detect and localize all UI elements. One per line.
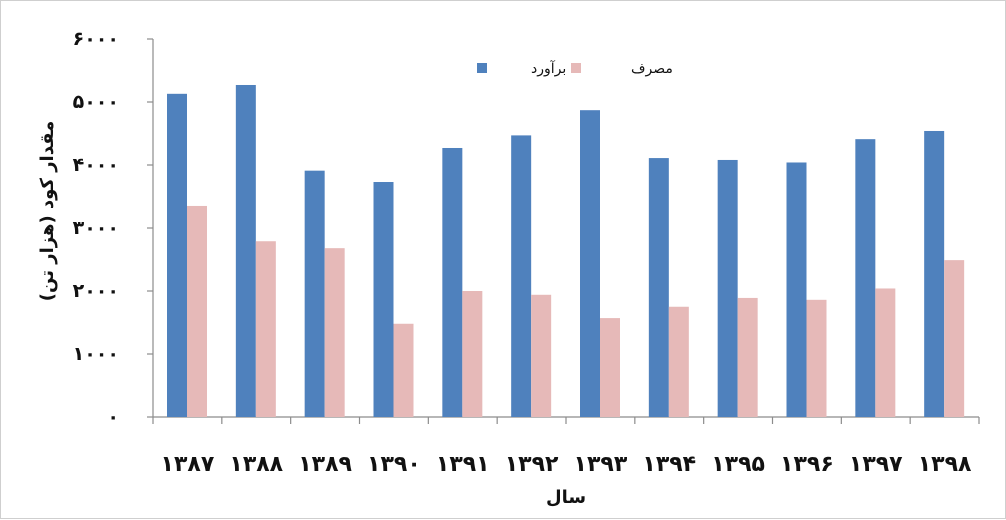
y-tick-label: ۴۰۰۰ bbox=[73, 154, 119, 176]
x-tick-label: ۱۳۹۴ bbox=[642, 452, 696, 477]
bar-consumption bbox=[255, 241, 276, 417]
y-tick-label: ۲۰۰۰ bbox=[73, 280, 119, 302]
legend-swatch-estimate bbox=[477, 63, 487, 73]
y-tick-label: ۰ bbox=[107, 406, 119, 428]
y-axis-title: مقدار کود (هزار تن) bbox=[37, 121, 58, 301]
x-tick-label: ۱۳۹۶ bbox=[780, 452, 834, 477]
bar-consumption bbox=[737, 297, 758, 417]
bar-estimate bbox=[442, 147, 463, 418]
bar-estimate bbox=[786, 162, 807, 417]
bar-consumption bbox=[944, 260, 965, 417]
legend-label-estimate: برآورد bbox=[531, 60, 566, 77]
bar-estimate bbox=[855, 139, 876, 418]
bar-estimate bbox=[167, 93, 187, 417]
x-tick-label: ۱۳۹۱ bbox=[436, 452, 490, 477]
x-axis-title: سال bbox=[546, 487, 586, 508]
bar-consumption bbox=[875, 288, 896, 417]
y-tick-label: ۵۰۰۰ bbox=[73, 91, 119, 113]
x-tick-label: ۱۳۹۸ bbox=[918, 452, 972, 477]
bar-consumption bbox=[393, 323, 414, 417]
x-tick-label: ۱۳۹۲ bbox=[505, 452, 559, 477]
bar-estimate bbox=[511, 135, 532, 417]
bar-estimate bbox=[717, 159, 738, 417]
bar-consumption bbox=[600, 318, 620, 417]
x-tick-label: ۱۳۹۷ bbox=[849, 452, 903, 477]
bar-consumption bbox=[806, 299, 827, 417]
bar-consumption bbox=[531, 294, 552, 417]
y-tick-label: ۳۰۰۰ bbox=[73, 217, 119, 239]
x-tick-label: ۱۳۸۸ bbox=[229, 452, 283, 477]
bar-consumption bbox=[668, 306, 689, 417]
bar-estimate bbox=[235, 84, 256, 418]
x-tick-label: ۱۳۸۷ bbox=[161, 452, 215, 477]
x-tick-label: ۱۳۹۵ bbox=[711, 452, 765, 477]
bar-consumption bbox=[324, 248, 345, 417]
bar-estimate bbox=[924, 130, 945, 418]
bar-estimate bbox=[580, 110, 600, 417]
x-tick-label: ۱۳۹۳ bbox=[574, 452, 628, 477]
x-tick-label: ۱۳۹۰ bbox=[367, 452, 421, 477]
bar-consumption bbox=[462, 291, 483, 417]
legend-swatch-consumption bbox=[571, 63, 581, 73]
bar-consumption bbox=[187, 205, 207, 417]
y-tick-label: ۱۰۰۰ bbox=[73, 343, 119, 365]
bar-estimate bbox=[304, 170, 325, 417]
x-tick-label: ۱۳۸۹ bbox=[298, 452, 352, 477]
legend-label-consumption: مصرف bbox=[631, 61, 673, 77]
bar-estimate bbox=[648, 158, 669, 417]
y-tick-label: ۶۰۰۰ bbox=[73, 28, 119, 50]
bar-estimate bbox=[373, 182, 394, 417]
